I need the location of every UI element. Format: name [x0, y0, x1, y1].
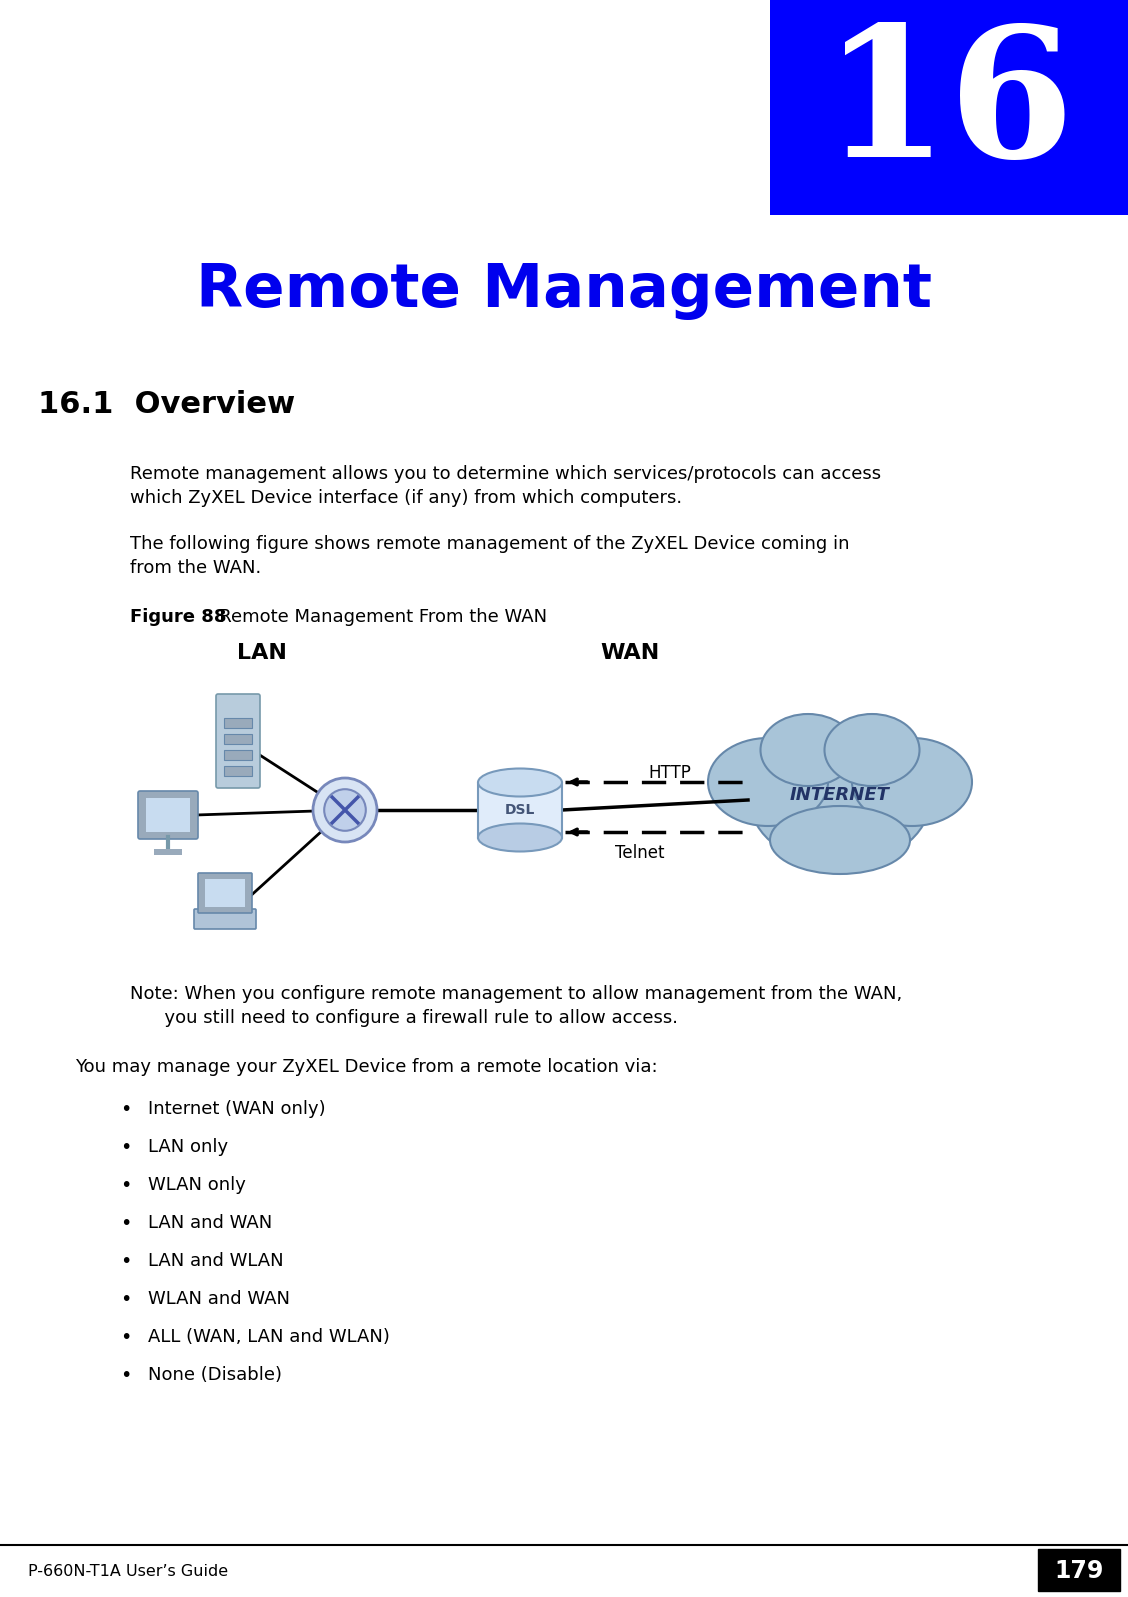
- Bar: [224, 767, 252, 776]
- Text: INTERNET: INTERNET: [790, 786, 890, 803]
- Ellipse shape: [852, 738, 972, 826]
- Text: which ZyXEL Device interface (if any) from which computers.: which ZyXEL Device interface (if any) fr…: [130, 489, 682, 506]
- Bar: [1038, 1549, 1120, 1591]
- Text: •: •: [120, 1139, 131, 1156]
- Text: Note: When you configure remote management to allow management from the WAN,: Note: When you configure remote manageme…: [130, 985, 902, 1003]
- Circle shape: [324, 789, 365, 830]
- Text: •: •: [120, 1365, 131, 1385]
- Text: LAN: LAN: [237, 644, 287, 663]
- Text: ALL (WAN, LAN and WLAN): ALL (WAN, LAN and WLAN): [148, 1329, 390, 1346]
- Bar: [146, 798, 190, 832]
- Text: Telnet: Telnet: [615, 843, 664, 862]
- FancyBboxPatch shape: [138, 791, 199, 838]
- Text: •: •: [120, 1100, 131, 1119]
- Ellipse shape: [750, 735, 929, 866]
- Ellipse shape: [478, 768, 562, 797]
- Text: 16.1  Overview: 16.1 Overview: [38, 390, 296, 418]
- Bar: [478, 783, 562, 837]
- Text: •: •: [120, 1214, 131, 1233]
- Text: WAN: WAN: [600, 644, 660, 663]
- Text: •: •: [120, 1175, 131, 1195]
- Text: LAN and WAN: LAN and WAN: [148, 1214, 272, 1231]
- Text: You may manage your ZyXEL Device from a remote location via:: You may manage your ZyXEL Device from a …: [74, 1057, 658, 1076]
- Text: Figure 88: Figure 88: [130, 608, 227, 626]
- Ellipse shape: [708, 738, 828, 826]
- Ellipse shape: [760, 714, 855, 786]
- Text: 16: 16: [823, 19, 1075, 195]
- Bar: [224, 719, 252, 728]
- FancyBboxPatch shape: [215, 695, 259, 787]
- Text: 179: 179: [1055, 1559, 1103, 1583]
- Ellipse shape: [825, 714, 919, 786]
- Text: WLAN only: WLAN only: [148, 1175, 246, 1195]
- Bar: [155, 850, 182, 854]
- Text: Remote management allows you to determine which services/protocols can access: Remote management allows you to determin…: [130, 465, 881, 482]
- Ellipse shape: [770, 806, 910, 874]
- Text: you still need to configure a firewall rule to allow access.: you still need to configure a firewall r…: [130, 1009, 678, 1027]
- Text: from the WAN.: from the WAN.: [130, 559, 262, 577]
- Text: LAN and WLAN: LAN and WLAN: [148, 1252, 283, 1270]
- Bar: [770, 0, 1128, 216]
- Text: LAN only: LAN only: [148, 1139, 228, 1156]
- Text: •: •: [120, 1252, 131, 1271]
- Text: WLAN and WAN: WLAN and WAN: [148, 1290, 290, 1308]
- Text: Internet (WAN only): Internet (WAN only): [148, 1100, 326, 1118]
- Text: The following figure shows remote management of the ZyXEL Device coming in: The following figure shows remote manage…: [130, 535, 849, 553]
- Text: •: •: [120, 1329, 131, 1346]
- Text: DSL: DSL: [505, 803, 535, 818]
- FancyBboxPatch shape: [194, 909, 256, 929]
- Text: Remote Management From the WAN: Remote Management From the WAN: [202, 608, 547, 626]
- Bar: [224, 735, 252, 744]
- Text: HTTP: HTTP: [649, 763, 691, 783]
- Text: P-660N-T1A User’s Guide: P-660N-T1A User’s Guide: [28, 1563, 228, 1578]
- Text: •: •: [120, 1290, 131, 1310]
- Ellipse shape: [478, 824, 562, 851]
- FancyBboxPatch shape: [199, 874, 252, 913]
- Bar: [224, 751, 252, 760]
- Bar: [205, 878, 245, 907]
- Text: Remote Management: Remote Management: [196, 260, 932, 319]
- Text: None (Disable): None (Disable): [148, 1365, 282, 1385]
- Circle shape: [312, 778, 377, 842]
